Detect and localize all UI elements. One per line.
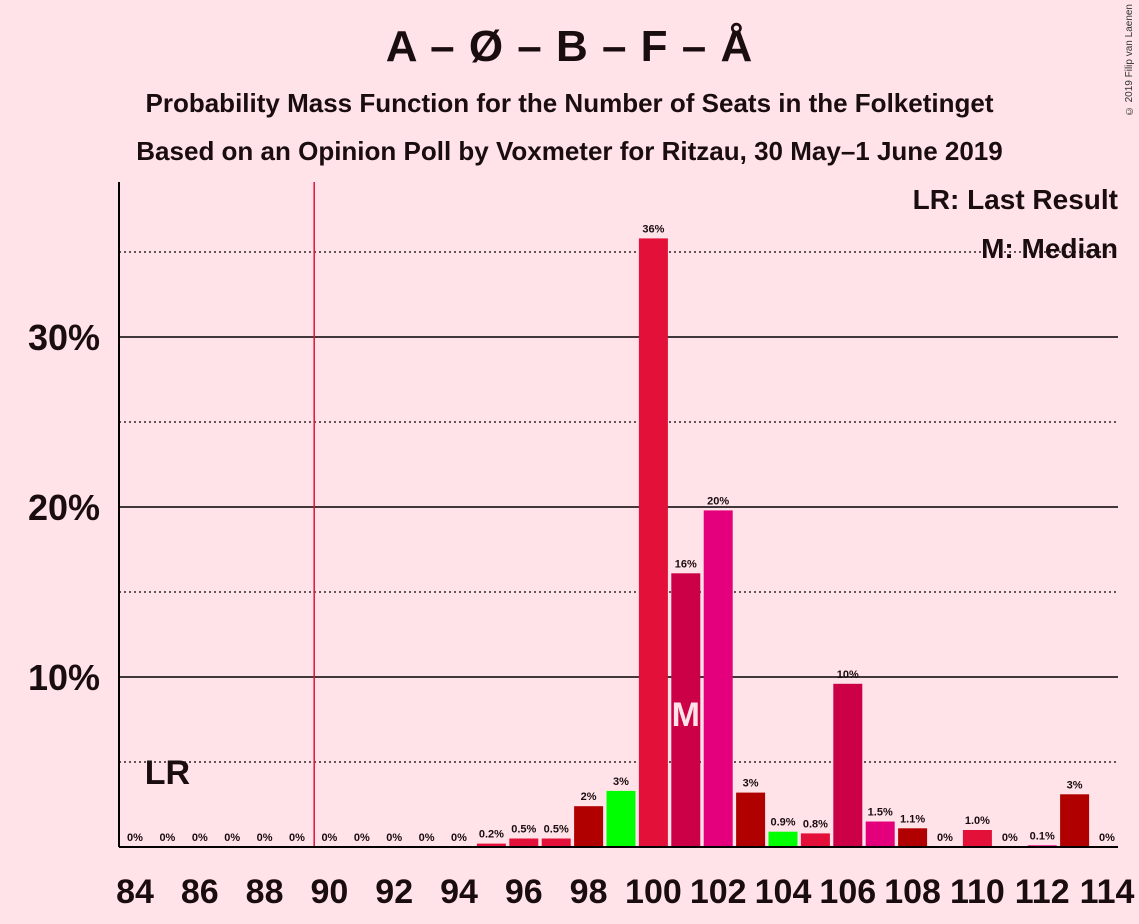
y-tick-label: 20% <box>28 487 100 528</box>
bar-102 <box>703 510 733 847</box>
data-label-87: 0% <box>224 832 240 844</box>
data-label-90: 0% <box>321 832 337 844</box>
y-axis-ticks: 10% 20% 30% <box>28 317 100 698</box>
last-result-marker: LR <box>145 754 190 792</box>
data-label-106: 10% <box>837 669 859 681</box>
data-label-91: 0% <box>354 832 370 844</box>
chart-subtitle-2: Based on an Opinion Poll by Voxmeter for… <box>136 136 1003 166</box>
chart-title: A – Ø – B – F – Å <box>385 22 754 71</box>
legend-median: M: Median <box>981 233 1118 264</box>
data-label-110: 1.0% <box>965 815 990 827</box>
bar-108 <box>898 828 928 847</box>
data-label-95: 0.2% <box>479 829 504 841</box>
data-label-94: 0% <box>451 832 467 844</box>
x-tick-label: 86 <box>181 873 219 911</box>
data-label-85: 0% <box>159 832 175 844</box>
data-label-93: 0% <box>419 832 435 844</box>
bar-113 <box>1060 794 1090 847</box>
data-label-104: 0.9% <box>770 817 795 829</box>
x-tick-label: 102 <box>690 873 747 911</box>
x-tick-label: 98 <box>570 873 608 911</box>
x-axis-ticks: 84 86 88 90 92 94 96 98 100 102 104 106 108 110 112 114 <box>116 873 1134 911</box>
data-label-100: 36% <box>642 223 664 235</box>
data-label-105: 0.8% <box>803 818 828 830</box>
data-label-96: 0.5% <box>511 824 536 836</box>
data-label-113: 3% <box>1067 779 1083 791</box>
bar-104 <box>768 831 798 847</box>
bar-98 <box>574 806 604 847</box>
bar-96 <box>509 838 539 847</box>
x-tick-label: 84 <box>116 873 154 911</box>
data-label-86: 0% <box>192 832 208 844</box>
data-label-97: 0.5% <box>544 824 569 836</box>
x-tick-label: 112 <box>1015 873 1070 911</box>
data-label-92: 0% <box>386 832 402 844</box>
data-label-102: 20% <box>707 495 729 507</box>
data-label-89: 0% <box>289 832 305 844</box>
data-label-108: 1.1% <box>900 813 925 825</box>
bar-103 <box>736 792 766 847</box>
data-label-84: 0% <box>127 832 143 844</box>
legend-last-result: LR: Last Result <box>913 184 1118 215</box>
median-marker: M <box>672 696 700 734</box>
grid-lines <box>119 251 1118 763</box>
bar-101 <box>671 573 701 847</box>
x-tick-label: 104 <box>755 873 812 911</box>
data-label-109: 0% <box>937 832 953 844</box>
bar-107 <box>865 821 895 847</box>
x-tick-label: 100 <box>625 873 682 911</box>
x-tick-label: 92 <box>375 873 413 911</box>
data-label-88: 0% <box>257 832 273 844</box>
x-tick-label: 96 <box>505 873 543 911</box>
data-labels: 0% 0% 0% 0% 0% 0% 0% 0% 0% 0% 0% 0.2% 0.5% 0.5% 2% 3% 36… <box>127 223 1115 844</box>
data-label-107: 1.5% <box>868 807 893 819</box>
data-label-111: 0% <box>1002 832 1018 844</box>
data-label-103: 3% <box>743 778 759 790</box>
bar-105 <box>800 833 830 847</box>
bars <box>476 238 1090 847</box>
y-tick-label: 10% <box>28 657 100 698</box>
x-tick-label: 106 <box>819 873 876 911</box>
bar-110 <box>962 830 992 847</box>
bar-100 <box>638 238 668 847</box>
bar-99 <box>606 790 636 847</box>
chart-subtitle: Probability Mass Function for the Number… <box>145 88 994 118</box>
data-label-114: 0% <box>1099 832 1115 844</box>
bar-97 <box>541 838 571 847</box>
bar-95 <box>476 843 506 847</box>
data-label-101: 16% <box>675 558 697 570</box>
x-tick-label: 114 <box>1080 873 1135 911</box>
data-label-99: 3% <box>613 776 629 788</box>
x-tick-label: 88 <box>246 873 284 911</box>
data-label-112: 0.1% <box>1030 830 1055 842</box>
y-tick-label: 30% <box>28 317 100 358</box>
x-tick-label: 110 <box>950 873 1005 911</box>
bar-106 <box>833 683 863 847</box>
x-tick-label: 94 <box>440 873 478 911</box>
x-tick-label: 108 <box>884 873 941 911</box>
x-tick-label: 90 <box>310 873 348 911</box>
data-label-98: 2% <box>581 791 597 803</box>
